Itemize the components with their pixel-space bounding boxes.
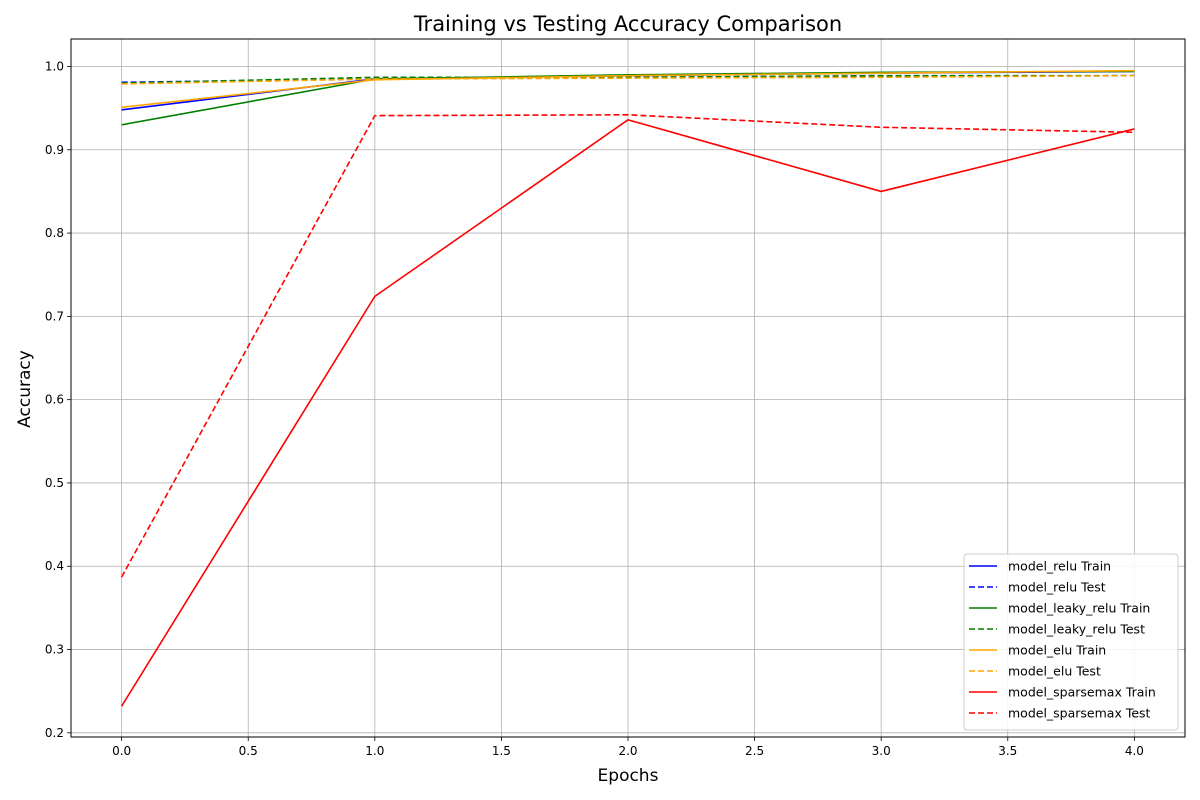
legend-label: model_leaky_relu Train bbox=[1008, 601, 1150, 616]
x-tick-label: 3.0 bbox=[872, 744, 891, 758]
y-tick-label: 0.2 bbox=[45, 726, 64, 740]
x-tick-label: 1.5 bbox=[492, 744, 511, 758]
legend-label: model_sparsemax Train bbox=[1008, 685, 1156, 700]
x-axis-label: Epochs bbox=[598, 766, 659, 786]
legend: model_relu Train model_relu Test model_lea… bbox=[963, 553, 1179, 731]
x-tick-label: 2.0 bbox=[618, 744, 637, 758]
y-tick-label: 0.4 bbox=[45, 559, 64, 573]
series-line-model-sparsemax-train bbox=[120, 118, 1135, 707]
series-line-model-sparsemax-test bbox=[120, 113, 1135, 578]
y-tick-label: 0.3 bbox=[45, 643, 64, 657]
legend-label: model_relu Test bbox=[1008, 580, 1106, 595]
legend-label: model_elu Train bbox=[1008, 643, 1106, 658]
y-tick-label: 0.6 bbox=[45, 393, 64, 407]
x-tick-label: 4.0 bbox=[1125, 744, 1144, 758]
legend-label: model_sparsemax Test bbox=[1008, 706, 1151, 721]
y-tick-label: 0.8 bbox=[45, 226, 64, 240]
series-line-model-leaky-relu-test bbox=[121, 74, 1135, 84]
y-tick-label: 0.7 bbox=[45, 309, 64, 323]
legend-label: model_leaky_relu Test bbox=[1008, 622, 1145, 637]
y-tick-label: 1.0 bbox=[45, 59, 64, 73]
series-line-model-elu-test bbox=[121, 74, 1135, 85]
x-tick-label: 0.0 bbox=[112, 744, 131, 758]
plot-series bbox=[120, 69, 1135, 707]
x-tick-label: 0.5 bbox=[239, 744, 258, 758]
x-tick-label: 1.0 bbox=[365, 744, 384, 758]
y-tick-label: 0.5 bbox=[45, 476, 64, 490]
legend-label: model_relu Train bbox=[1008, 559, 1111, 574]
axis-ticks: 0.0 0.5 1.0 1.5 2.0 2.5 3.0 3.5 4.0 0.2 0.3 0.4 0.5 0… bbox=[45, 59, 1144, 758]
chart-title: Training vs Testing Accuracy Comparison bbox=[413, 12, 842, 36]
legend-box bbox=[963, 553, 1179, 731]
y-tick-label: 0.9 bbox=[45, 143, 64, 157]
x-tick-label: 2.5 bbox=[745, 744, 764, 758]
x-tick-label: 3.5 bbox=[998, 744, 1017, 758]
series-line-model-elu-train bbox=[121, 69, 1135, 109]
y-axis-label: Accuracy bbox=[15, 350, 35, 428]
legend-label: model_elu Test bbox=[1008, 664, 1101, 679]
